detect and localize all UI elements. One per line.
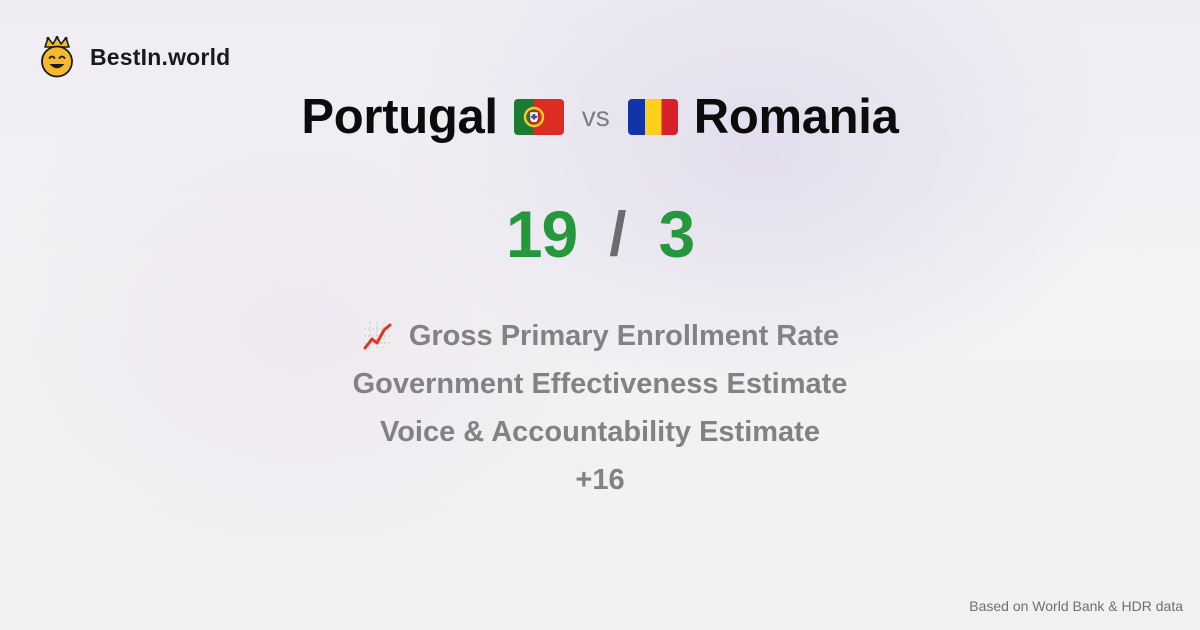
left-score: 19 [505, 197, 578, 271]
right-score: 3 [658, 197, 695, 271]
score-separator: / [609, 199, 627, 269]
more-metrics-count: +16 [575, 464, 625, 496]
trend-chart-icon [362, 321, 393, 351]
metric-label: Government Effectiveness Estimate [352, 368, 848, 400]
metric-item: Gross Primary Enrollment Rate [361, 312, 839, 360]
vs-label: vs [581, 101, 610, 132]
crowned-smiley-icon [41, 36, 73, 78]
comparison-title: Portugal vs Romania [0, 86, 1200, 148]
portugal-flag-icon [513, 99, 564, 135]
brand-header[interactable]: BestIn.world [38, 36, 230, 78]
romania-flag-icon [627, 99, 678, 135]
metric-item: Government Effectiveness Estimate [353, 360, 848, 408]
left-country-name: Portugal [301, 90, 498, 144]
right-country-name: Romania [693, 90, 899, 144]
metrics-list: Gross Primary Enrollment Rate Government… [0, 312, 1200, 504]
score-row: 19 / 3 [0, 196, 1200, 272]
data-source-note: Based on World Bank & HDR data [969, 598, 1183, 614]
brand-name: BestIn.world [90, 43, 231, 70]
metric-item: Voice & Accountability Estimate [380, 408, 820, 456]
metric-label: Gross Primary Enrollment Rate [408, 320, 840, 352]
metric-label: Voice & Accountability Estimate [380, 416, 820, 448]
